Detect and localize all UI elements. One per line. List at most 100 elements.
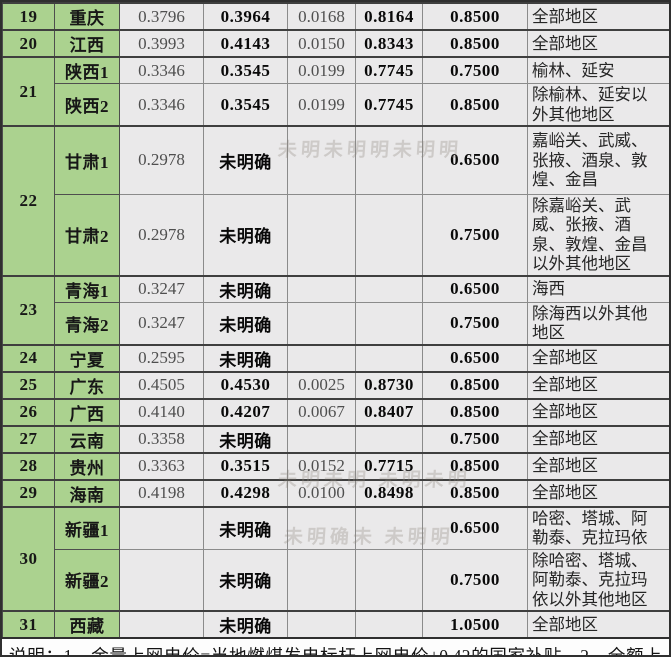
value-cell	[355, 505, 423, 550]
province-cell: 西藏	[54, 610, 120, 638]
province-cell: 贵州	[54, 451, 120, 480]
table-row: 陕西2 0.3346 0.3545 0.0199 0.7745 0.8500 除榆林、延安以…	[3, 83, 669, 127]
value-cell: 0.2978	[119, 125, 204, 195]
row-no-cell: 31	[2, 610, 55, 638]
row-no-cell: 21	[2, 56, 55, 127]
province-cell: 甘肃1	[54, 125, 120, 195]
value-cell: 0.0168	[287, 2, 356, 31]
value-cell: 0.4530	[203, 370, 288, 399]
row-no-cell: 23	[2, 274, 55, 345]
value-cell	[355, 193, 423, 276]
value-cell: 未明确	[203, 193, 288, 276]
value-cell: 未明确	[203, 274, 288, 303]
value-cell: 0.7500	[422, 548, 528, 612]
row-no-cell: 29	[2, 478, 55, 507]
province-cell: 广西	[54, 397, 120, 426]
region-cell: 除嘉峪关、武威、张掖、酒泉、敦煌、金昌以外其他地区	[527, 193, 669, 276]
value-cell: 0.7500	[422, 301, 528, 345]
table-row: 21 陕西1 0.3346 0.3545 0.0199 0.7745 0.7500 榆林、延安	[2, 56, 669, 127]
value-cell: 未明确	[203, 125, 288, 195]
region-cell: 全部地区	[527, 478, 669, 507]
value-cell: 0.4505	[119, 370, 204, 399]
value-cell: 0.6500	[422, 505, 528, 550]
region-cell: 全部地区	[527, 370, 669, 399]
region-cell: 嘉峪关、武威、张掖、酒泉、敦煌、金昌	[527, 125, 669, 195]
value-cell: 0.0199	[287, 56, 356, 84]
value-cell: 0.7500	[422, 56, 528, 84]
value-cell: 0.4207	[203, 397, 288, 426]
table-row: 23 青海1 0.3247 未明确 0.6500 海西	[2, 274, 669, 345]
table-row: 26 广西 0.4140 0.4207 0.0067 0.8407 0.8500 全部地区	[2, 397, 669, 426]
table-row: 20 江西 0.3993 0.4143 0.0150 0.8343 0.8500 全部地区	[2, 29, 669, 58]
value-cell	[287, 301, 356, 345]
value-cell	[355, 424, 423, 453]
value-cell: 未明确	[203, 301, 288, 345]
province-cell: 新疆1	[54, 505, 120, 550]
province-cell: 陕西2	[54, 83, 120, 127]
province-cell: 新疆2	[54, 548, 120, 612]
row-no-cell: 19	[2, 2, 55, 31]
table-row: 新疆2 未明确 0.7500 除哈密、塔城、阿勒泰、克拉玛依以外其他地区	[3, 548, 669, 612]
value-cell: 0.4143	[203, 29, 288, 58]
row-no-cell: 20	[2, 29, 55, 58]
tariff-table: 19 重庆 0.3796 0.3964 0.0168 0.8164 0.8500 全部地区 20…	[2, 2, 669, 638]
value-cell: 0.0150	[287, 29, 356, 58]
value-cell: 0.7745	[355, 83, 423, 127]
value-cell: 0.2595	[119, 343, 204, 372]
value-cell: 未明确	[203, 424, 288, 453]
province-cell: 重庆	[54, 2, 120, 31]
value-cell	[287, 610, 356, 638]
value-cell: 0.3346	[119, 83, 204, 127]
region-cell: 榆林、延安	[527, 56, 669, 84]
value-cell: 0.6500	[422, 125, 528, 195]
value-cell: 未明确	[203, 343, 288, 372]
value-cell: 0.7500	[422, 193, 528, 276]
value-cell	[287, 424, 356, 453]
value-cell: 0.8500	[422, 451, 528, 480]
table-row: 青海2 0.3247 未明确 0.7500 除海西以外其他地区	[3, 301, 669, 345]
value-cell	[355, 301, 423, 345]
province-cell: 陕西1	[54, 56, 120, 84]
value-cell	[355, 125, 423, 195]
value-cell: 0.8164	[355, 2, 423, 31]
value-cell: 0.7715	[355, 451, 423, 480]
table-row: 25 广东 0.4505 0.4530 0.0025 0.8730 0.8500 全部地区	[2, 370, 669, 399]
value-cell: 0.8498	[355, 478, 423, 507]
region-cell: 哈密、塔城、阿勒泰、克拉玛依	[527, 505, 669, 550]
value-cell	[287, 343, 356, 372]
value-cell: 0.0100	[287, 478, 356, 507]
value-cell	[355, 274, 423, 303]
value-cell: 0.0067	[287, 397, 356, 426]
value-cell: 0.3964	[203, 2, 288, 31]
province-cell: 青海1	[54, 274, 120, 303]
value-cell: 0.6500	[422, 343, 528, 372]
province-cell: 宁夏	[54, 343, 120, 372]
region-cell: 海西	[527, 274, 669, 303]
province-cell: 云南	[54, 424, 120, 453]
value-cell: 0.3247	[119, 274, 204, 303]
value-cell	[287, 505, 356, 550]
table-row: 19 重庆 0.3796 0.3964 0.0168 0.8164 0.8500 全部地区	[2, 2, 669, 31]
footer-note: 说明：1、余量上网电价=当地燃煤发电标杆上网电价+0.42的国家补贴。2、全额上…	[2, 637, 669, 655]
value-cell: 0.3247	[119, 301, 204, 345]
value-cell: 未明确	[203, 505, 288, 550]
value-cell: 0.3363	[119, 451, 204, 480]
value-cell: 0.3346	[119, 56, 204, 84]
value-cell: 0.8500	[422, 83, 528, 127]
region-cell: 全部地区	[527, 610, 669, 638]
tariff-table-body: 19 重庆 0.3796 0.3964 0.0168 0.8164 0.8500 全部地区 20…	[2, 2, 669, 638]
value-cell: 0.8500	[422, 370, 528, 399]
province-cell: 青海2	[54, 301, 120, 345]
value-cell: 0.3545	[203, 56, 288, 84]
value-cell	[287, 193, 356, 276]
value-cell	[119, 505, 204, 550]
value-cell: 0.3358	[119, 424, 204, 453]
row-no-cell: 26	[2, 397, 55, 426]
value-cell: 0.3545	[203, 83, 288, 127]
value-cell: 1.0500	[422, 610, 528, 638]
region-cell: 全部地区	[527, 397, 669, 426]
value-cell	[355, 610, 423, 638]
value-cell: 0.4140	[119, 397, 204, 426]
table-row: 30 新疆1 未明确 0.6500 哈密、塔城、阿勒泰、克拉玛依	[2, 505, 669, 612]
table-row: 22 甘肃1 0.2978 未明确 0.6500 嘉峪关、武威、张掖、酒泉、敦煌、金昌	[2, 125, 669, 276]
